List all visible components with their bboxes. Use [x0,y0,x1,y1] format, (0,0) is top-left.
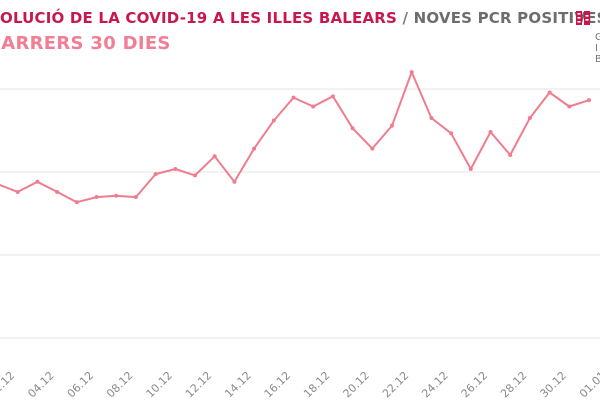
data-point [74,200,79,205]
data-point [153,172,158,177]
x-tick-label: 04.12 [25,369,56,400]
x-tick-label: 28.12 [498,369,529,400]
x-tick-label: 12.12 [183,369,214,400]
x-tick-label: 30.12 [538,369,569,400]
data-point [468,167,473,171]
data-point [330,94,335,99]
data-point [173,167,178,171]
data-point [252,146,257,151]
data-point [212,154,217,159]
x-tick-label: 01.01 [577,369,600,400]
x-tick-label: 18.12 [301,369,332,400]
data-point [133,195,138,200]
data-points [15,70,591,205]
chart-header: EVOLUCIÓ DE LA COVID-19 A LES ILLES BALE… [0,0,600,70]
chart-title-main: EVOLUCIÓ DE LA COVID-19 A LES ILLES BALE… [0,9,398,27]
data-point [429,116,434,120]
data-point [291,95,296,100]
data-point [409,70,414,75]
x-tick-label: 26.12 [459,369,490,400]
data-point [508,152,513,157]
chart-subtitle: DARRERS 30 DIES [0,33,171,54]
data-point [232,179,237,184]
data-point [114,193,119,198]
x-tick-label: 14.12 [222,369,253,400]
data-point [547,90,552,95]
x-tick-label: 06.12 [65,369,96,400]
x-tick-label: 02.12 [0,369,17,400]
chart-title-sub: NOVES PCR POSITIVES [413,9,600,27]
x-tick-label: 24.12 [419,369,450,400]
data-point [488,130,493,135]
govern-logo-mark-icon [576,11,590,25]
data-point [449,131,454,136]
data-point [193,173,197,178]
x-tick-label: 10.12 [144,369,175,400]
data-point [527,116,532,120]
x-axis-labels: 02.12 04.12 06.12 08.12 10.12 12.12 14.12 16.12… [0,369,600,400]
x-tick-label: 20.12 [341,369,372,400]
line-chart: 02.12 04.12 06.12 08.12 10.12 12.12 14.12 16.12… [0,70,600,400]
x-tick-label: 16.12 [262,369,293,400]
data-point [55,189,60,194]
data-point [271,118,276,123]
chart-title: EVOLUCIÓ DE LA COVID-19 A LES ILLES BALE… [0,9,600,27]
govern-logo-letter: B [595,54,600,65]
x-tick-label: 08.12 [104,369,135,400]
govern-logo-letter: G [595,32,600,43]
data-point [567,104,572,109]
chart-title-separator: / [402,9,409,27]
data-point [370,146,375,151]
data-point [311,104,316,109]
data-point [94,195,99,200]
govern-logo: G I B [576,10,600,65]
series-line-layer [0,71,590,204]
data-point [390,123,394,128]
data-point [350,126,355,131]
series-line [0,71,590,204]
data-point [587,98,591,103]
x-tick-label: 22.12 [380,369,411,400]
govern-logo-letter: I [595,43,598,54]
data-point [35,179,40,184]
data-point [15,189,20,194]
grid-lines [0,88,600,339]
